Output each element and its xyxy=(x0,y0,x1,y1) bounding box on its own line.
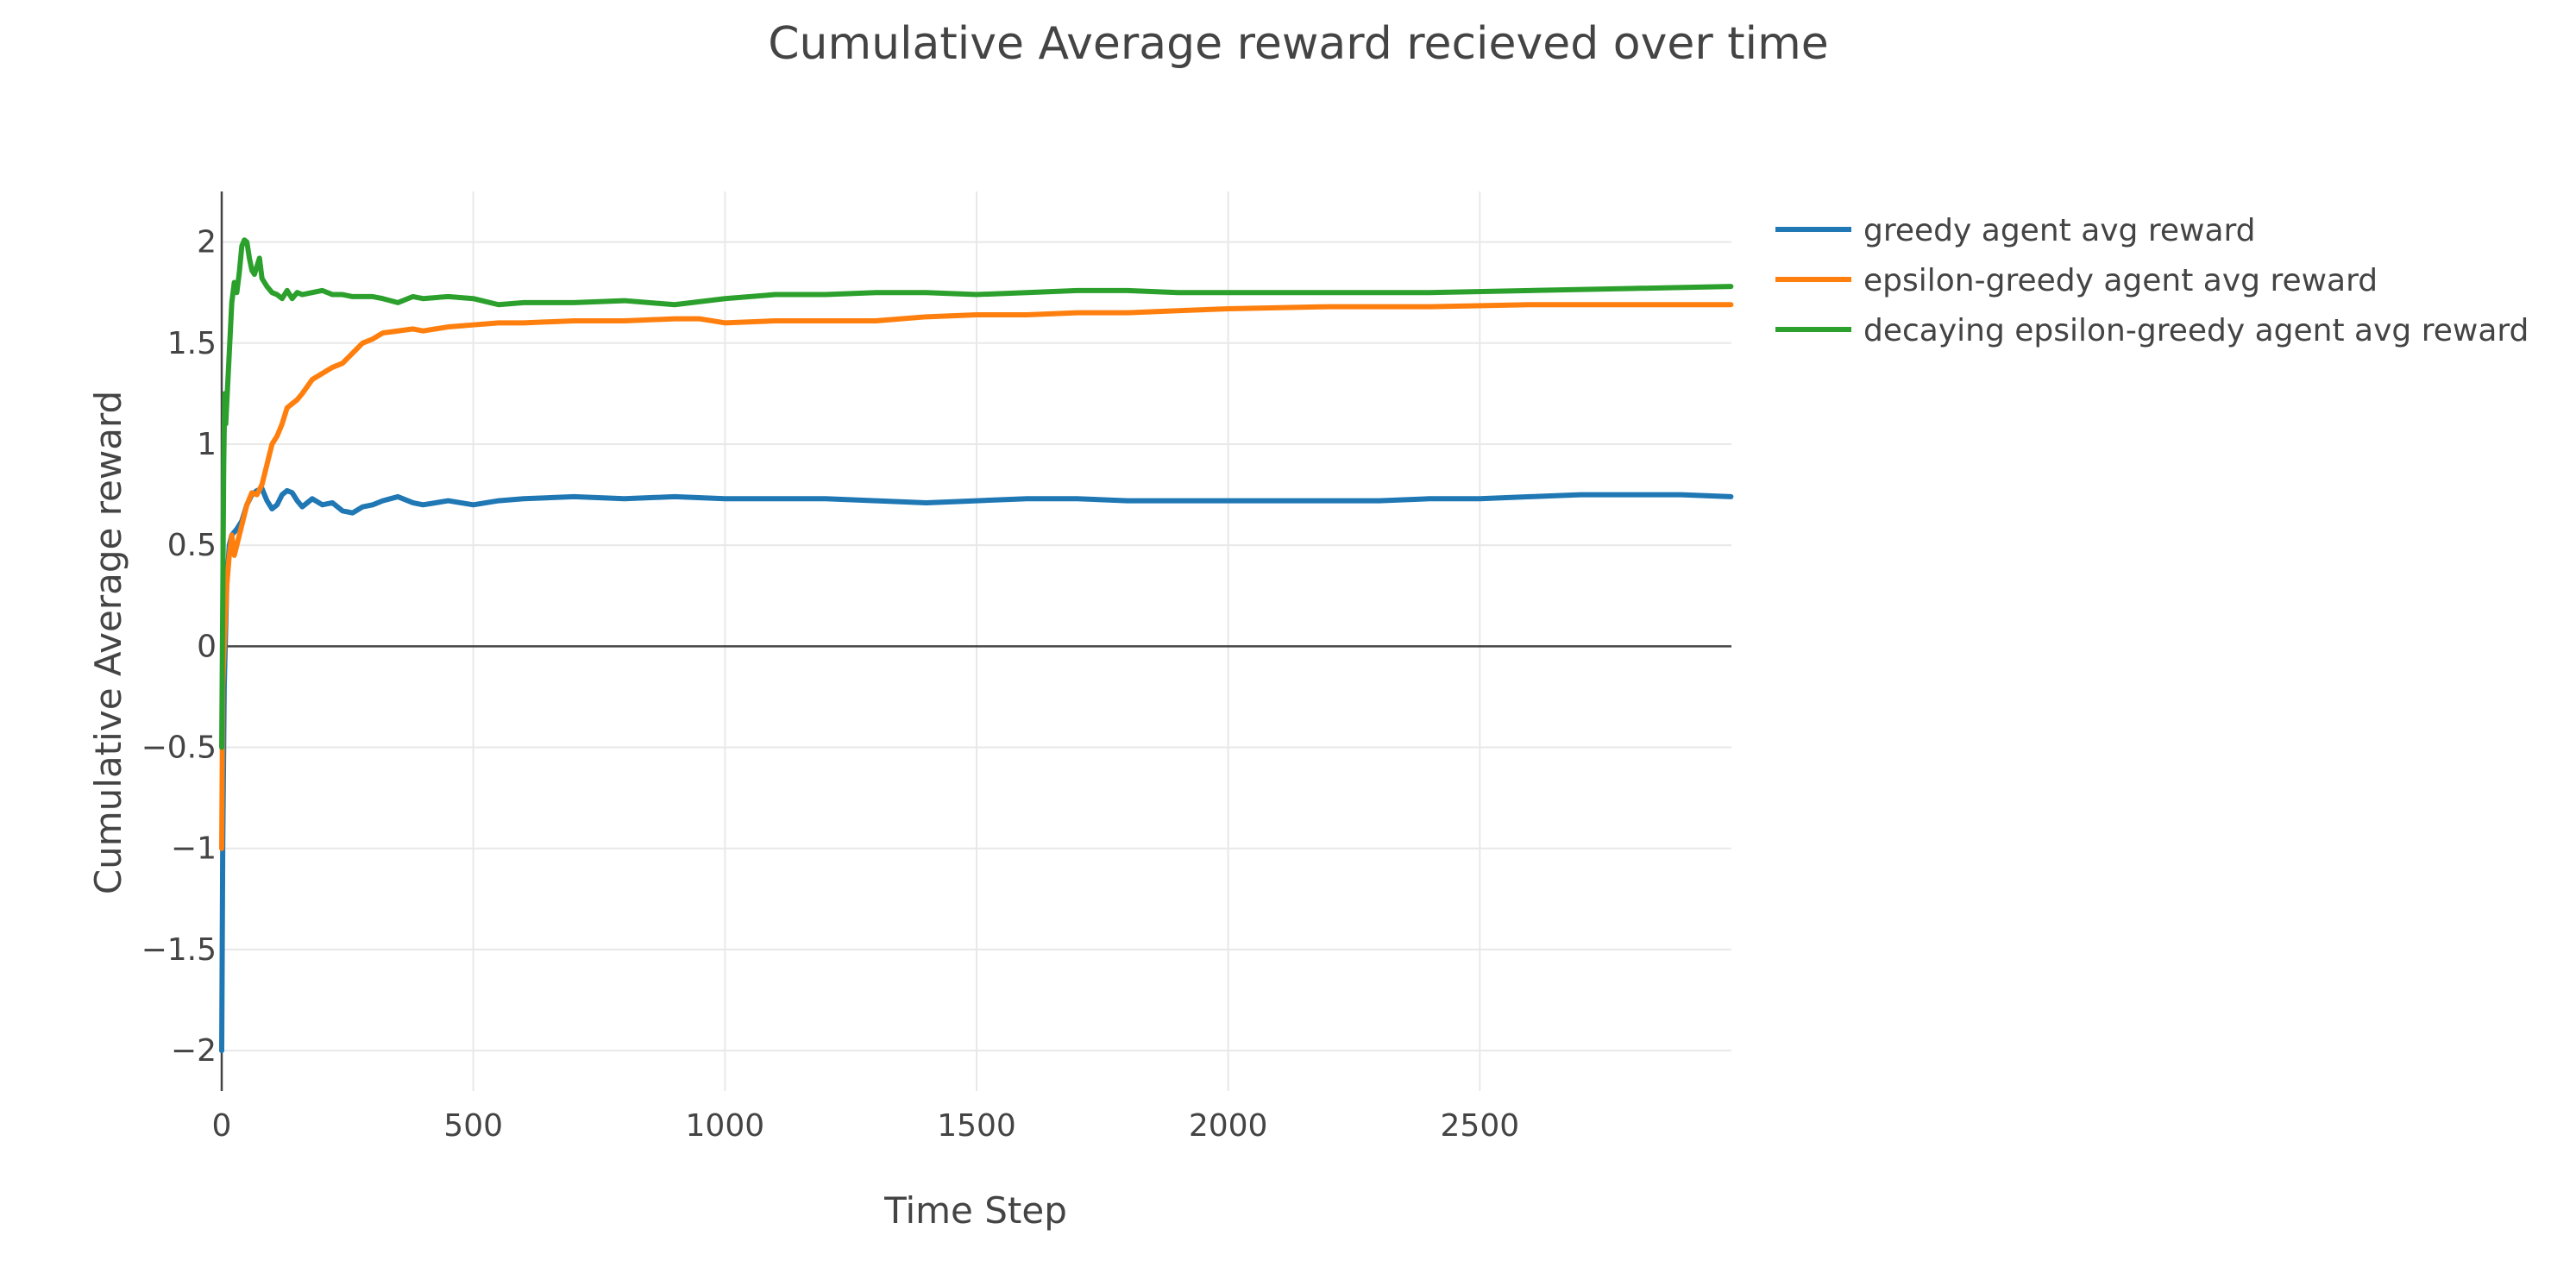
x-tick-label: 1500 xyxy=(937,1108,1016,1144)
x-tick-label: 500 xyxy=(443,1108,503,1144)
y-tick-label: −2 xyxy=(171,1033,217,1069)
y-tick-label: −1 xyxy=(171,831,217,867)
y-tick-label: 2 xyxy=(197,225,217,260)
y-tick-label: −0.5 xyxy=(141,731,217,766)
y-tick-label: 0 xyxy=(197,629,217,664)
x-tick-label: 2500 xyxy=(1441,1108,1520,1144)
series-lines xyxy=(219,237,1734,1054)
series-line-3 xyxy=(219,237,1734,750)
y-tick-label: −1.5 xyxy=(141,932,217,968)
grid-lines xyxy=(222,191,1731,1091)
x-tick-label: 2000 xyxy=(1189,1108,1268,1144)
x-tick-label: 0 xyxy=(212,1108,232,1144)
y-tick-label: 1 xyxy=(197,427,217,462)
series-line-2 xyxy=(219,302,1734,851)
x-tick-label: 1000 xyxy=(686,1108,765,1144)
tick-labels: 0 500 1000 1500 2000 2500 −2 −1.5 −1 −0.5 0 0.5 1 1.5… xyxy=(141,225,1520,1144)
legend-label-3: decaying epsilon-greedy agent avg reward xyxy=(1863,313,2529,348)
legend-label-1: greedy agent avg reward xyxy=(1863,213,2256,248)
y-axis-title: Cumulative Average reward xyxy=(87,391,129,894)
y-tick-label: 0.5 xyxy=(167,528,217,563)
x-axis-title: Time Step xyxy=(883,1189,1067,1232)
legend-label-2: epsilon-greedy agent avg reward xyxy=(1863,263,2378,298)
chart-title: Cumulative Average reward recieved over … xyxy=(768,18,1829,70)
legend: greedy agent avg reward epsilon-greedy ag… xyxy=(1775,213,2529,348)
y-tick-label: 1.5 xyxy=(167,326,217,361)
